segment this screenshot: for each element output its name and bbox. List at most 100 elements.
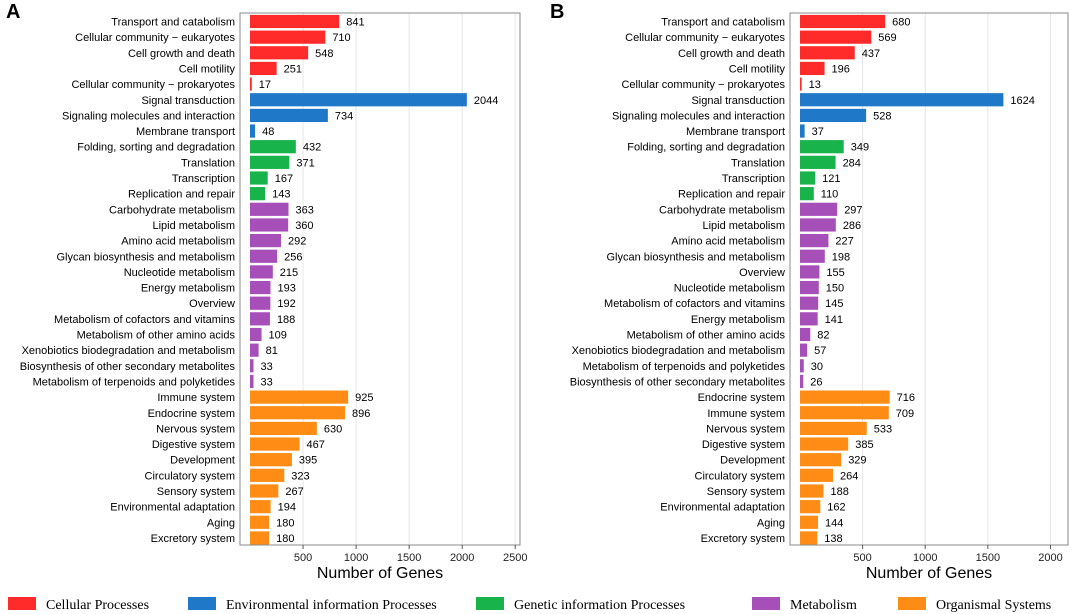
category-label: Nucleotide metabolism: [124, 267, 235, 279]
category-label: Membrane transport: [136, 126, 235, 138]
value-label: 432: [303, 142, 321, 154]
category-label: Amino acid metabolism: [121, 236, 235, 248]
value-label: 264: [840, 470, 858, 482]
value-label: 569: [878, 32, 896, 44]
category-label: Amino acid metabolism: [671, 236, 785, 248]
x-tick-label: 1000: [344, 552, 368, 564]
bar: [800, 124, 805, 138]
value-label: 716: [897, 392, 915, 404]
bar: [250, 280, 271, 295]
bar: [250, 484, 279, 498]
bar: [800, 30, 872, 44]
x-tick-label: 2000: [1038, 552, 1062, 564]
value-label: 292: [288, 236, 306, 248]
value-label: 180: [276, 533, 294, 545]
value-label: 138: [824, 533, 842, 545]
value-label: 141: [825, 314, 843, 326]
category-label: Metabolism of cofactors and vitamins: [604, 298, 785, 310]
value-label: 33: [261, 376, 273, 388]
value-label: 467: [307, 439, 325, 451]
category-label: Nervous system: [706, 423, 785, 435]
value-label: 284: [843, 157, 861, 169]
bar: [800, 265, 820, 279]
category-label: Sensory system: [707, 486, 785, 498]
panel-letter: B: [550, 1, 564, 23]
bar: [250, 265, 273, 279]
panel-letter: A: [6, 1, 20, 23]
bar: [800, 280, 819, 295]
bar: [800, 234, 829, 248]
category-label: Immune system: [707, 408, 785, 420]
category-label: Aging: [757, 517, 785, 529]
bar: [250, 234, 281, 248]
bar: [800, 421, 867, 435]
value-label: 286: [843, 220, 861, 232]
value-label: 37: [812, 126, 824, 138]
value-label: 371: [296, 157, 314, 169]
category-label: Cell motility: [179, 63, 236, 75]
bar: [800, 484, 824, 498]
value-label: 110: [821, 189, 839, 201]
value-label: 196: [832, 63, 850, 75]
bar: [800, 359, 804, 373]
bar: [250, 61, 277, 76]
bar: [800, 296, 819, 310]
value-label: 162: [827, 502, 845, 514]
category-label: Glycan biosynthesis and metabolism: [606, 251, 785, 263]
category-label: Transport and catabolism: [111, 17, 235, 29]
category-label: Metabolism of terpenoids and polyketides: [583, 361, 786, 373]
value-label: 710: [332, 32, 350, 44]
category-label: Lipid metabolism: [702, 220, 785, 232]
legend-label: Cellular Processes: [46, 598, 149, 613]
bar: [250, 468, 285, 482]
bar: [250, 327, 262, 342]
bar: [250, 46, 309, 60]
category-label: Overview: [739, 267, 785, 279]
value-label: 48: [262, 126, 274, 138]
value-label: 363: [296, 204, 314, 216]
value-label: 437: [862, 48, 880, 60]
bar: [800, 77, 802, 91]
bar: [250, 437, 300, 451]
value-label: 2044: [474, 95, 498, 107]
category-label: Carbohydrate metabolism: [109, 204, 235, 216]
value-label: 360: [295, 220, 313, 232]
bar: [250, 312, 270, 326]
bar: [800, 390, 890, 404]
category-label: Signal transduction: [691, 95, 785, 107]
value-label: 30: [811, 361, 823, 373]
value-label: 251: [284, 63, 302, 75]
category-label: Excretory system: [701, 533, 785, 545]
category-label: Folding, sorting and degradation: [627, 142, 785, 154]
bar: [250, 453, 292, 467]
bar: [250, 531, 270, 545]
legend-swatch: [8, 597, 36, 610]
bar: [800, 93, 1004, 107]
bar: [250, 140, 296, 154]
category-label: Signal transduction: [141, 95, 235, 107]
bar: [250, 30, 326, 44]
legend: Cellular Processes Environmental informat…: [8, 597, 1051, 613]
category-label: Digestive system: [702, 439, 785, 451]
bar: [800, 500, 821, 514]
bar: [250, 296, 271, 310]
bar: [250, 406, 346, 420]
bar: [250, 421, 317, 435]
category-label: Nucleotide metabolism: [674, 283, 785, 295]
bar: [250, 359, 254, 373]
bar: [800, 453, 842, 467]
value-label: 109: [269, 330, 287, 342]
bar: [250, 343, 259, 357]
category-label: Lipid metabolism: [152, 220, 235, 232]
category-label: Digestive system: [152, 439, 235, 451]
category-label: Circulatory system: [145, 470, 235, 482]
category-label: Xenobiotics biodegradation and metabolis…: [22, 345, 235, 357]
bar: [250, 515, 270, 529]
bar: [800, 202, 838, 216]
bar: [800, 14, 886, 29]
bar: [800, 327, 811, 342]
category-label: Translation: [731, 157, 785, 169]
chart-panel-A: A 841 Transport and catabolism 710 Cellular …: [6, 1, 527, 582]
category-label: Cell growth and death: [678, 48, 785, 60]
bar: [800, 515, 819, 529]
